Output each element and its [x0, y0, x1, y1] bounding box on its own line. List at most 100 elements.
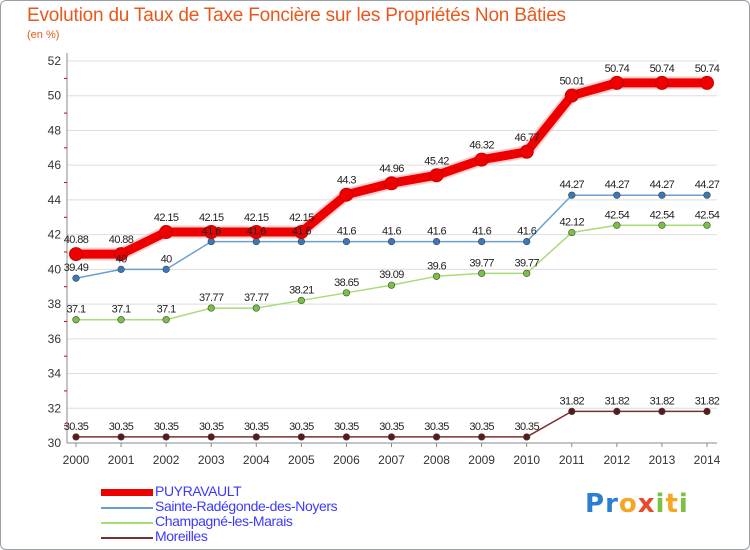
data-point: [342, 289, 351, 297]
y-tick-label: 34: [48, 367, 62, 381]
data-label: 50.74: [650, 63, 675, 75]
data-point: [252, 433, 260, 441]
data-point: [387, 237, 396, 246]
data-label: 31.82: [695, 395, 720, 407]
x-tick-label: 2001: [108, 453, 135, 467]
data-label: 39.09: [379, 269, 404, 281]
data-point: [432, 433, 441, 441]
data-label: 30.35: [469, 421, 494, 433]
legend-label: PUYRAVAULT: [155, 483, 242, 499]
x-tick-label: 2005: [288, 453, 315, 467]
data-point: [252, 304, 260, 312]
data-label: 37.1: [157, 304, 176, 316]
data-point: [703, 191, 711, 199]
y-tick-label: 48: [48, 123, 62, 137]
data-label: 30.35: [424, 421, 449, 433]
y-tick-label: 44: [48, 193, 62, 207]
data-label: 40: [161, 253, 173, 265]
data-label: 31.82: [560, 395, 585, 407]
data-point: [162, 316, 170, 324]
data-point: [387, 433, 396, 441]
data-point: [72, 274, 80, 282]
data-label: 44.27: [650, 179, 675, 191]
x-tick-label: 2013: [649, 453, 676, 467]
data-label: 30.35: [514, 421, 539, 433]
x-tick-label: 2002: [153, 453, 180, 467]
data-point: [700, 75, 714, 90]
data-point: [613, 191, 621, 199]
x-tick-label: 2006: [333, 453, 360, 467]
data-label: 41.6: [337, 226, 356, 238]
data-point: [297, 237, 305, 246]
legend-label: Champagné-les-Marais: [155, 513, 293, 529]
data-label: 44.3: [337, 175, 356, 187]
data-label: 50.01: [560, 76, 585, 88]
data-point: [523, 237, 531, 246]
data-label: 41.6: [472, 226, 491, 238]
data-point: [117, 316, 125, 324]
data-point: [294, 225, 309, 240]
data-point: [117, 433, 125, 441]
data-point: [658, 191, 666, 199]
data-point: [478, 237, 486, 246]
data-point: [564, 88, 579, 103]
data-point: [429, 168, 444, 183]
x-tick-label: 2003: [198, 453, 225, 467]
data-point: [159, 225, 174, 240]
legend-label: Moreilles: [155, 528, 208, 544]
x-tick-label: 2014: [694, 453, 721, 467]
data-point: [432, 237, 441, 246]
data-label: 45.42: [424, 155, 449, 167]
legend-swatch: [101, 489, 153, 496]
data-point: [613, 221, 621, 229]
x-tick-label: 2000: [63, 453, 90, 467]
data-label: 30.35: [289, 421, 314, 433]
data-point: [658, 221, 666, 229]
data-label: 41.6: [247, 226, 266, 238]
data-point: [69, 247, 83, 262]
data-label: 41.6: [382, 226, 401, 238]
data-point: [387, 281, 396, 289]
data-label: 40.88: [64, 234, 89, 246]
data-label: 42.15: [244, 212, 269, 224]
data-point: [658, 407, 666, 415]
data-label: 37.1: [112, 304, 131, 316]
data-label: 50.74: [695, 63, 720, 75]
data-point: [519, 144, 534, 159]
chart-title: Evolution du Taux de Taxe Foncière sur l…: [27, 5, 566, 26]
x-tick-label: 2012: [604, 453, 631, 467]
data-point: [474, 152, 489, 167]
data-point: [478, 433, 486, 441]
data-label: 42.15: [154, 212, 179, 224]
x-tick-label: 2008: [423, 453, 450, 467]
data-point: [297, 433, 305, 441]
data-label: 44.27: [605, 179, 630, 191]
data-point: [207, 433, 215, 441]
data-label: 30.35: [154, 421, 179, 433]
data-label: 42.15: [199, 212, 224, 224]
data-label: 31.82: [605, 395, 630, 407]
y-tick-label: 36: [48, 332, 62, 346]
data-point: [568, 407, 576, 415]
data-point: [252, 237, 260, 246]
data-label: 41.6: [292, 226, 311, 238]
legend-swatch: [101, 537, 153, 539]
y-tick-label: 50: [48, 89, 62, 103]
data-point: [342, 237, 351, 246]
data-label: 41.6: [517, 226, 536, 238]
data-point: [654, 75, 669, 90]
data-label: 42.12: [560, 217, 585, 229]
data-point: [297, 296, 305, 305]
x-tick-label: 2010: [513, 453, 540, 467]
data-point: [613, 407, 621, 415]
data-label: 39.49: [64, 262, 89, 274]
data-point: [342, 433, 351, 441]
data-label: 42.15: [289, 212, 314, 224]
data-label: 37.77: [199, 292, 224, 304]
legend-swatch: [101, 522, 153, 524]
data-point: [523, 433, 531, 441]
data-point: [114, 247, 129, 262]
x-tick-label: 2009: [468, 453, 495, 467]
